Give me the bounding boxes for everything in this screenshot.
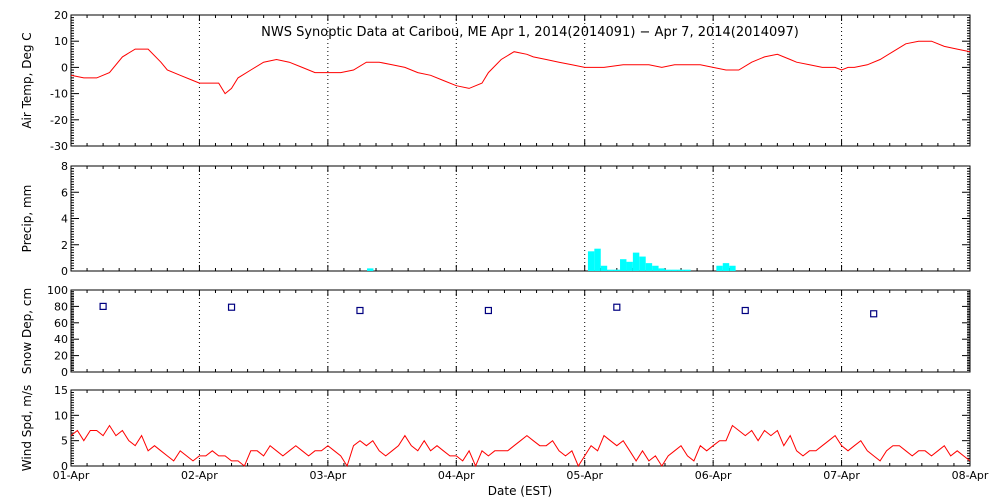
- wind-speed-panel: 0 5 10 15 Wind Spd, m/s 01-Apr 02-Apr 03-Apr 04-…: [20, 384, 989, 482]
- precip-bar: [645, 263, 653, 271]
- precip-bar: [587, 251, 595, 271]
- precip-bar: [658, 268, 665, 271]
- snow-depth-panel: 0 20 40 60 80 100 Snow Dep, cm: [20, 284, 971, 379]
- precip-bar: [613, 269, 621, 271]
- precip-bar: [594, 248, 601, 271]
- precip-bar: [607, 269, 614, 271]
- x-tick-label: 02-Apr: [181, 469, 218, 482]
- snow-depth-y-tick-label: 60: [54, 317, 68, 330]
- precip-panel: 0 2 4 6 8 Precip, mm: [20, 160, 971, 278]
- precip-y-tick-label: 2: [61, 239, 68, 252]
- precip-bar: [620, 259, 627, 271]
- precip-y-tick-label: 0: [61, 265, 68, 278]
- precip-bar: [664, 269, 672, 271]
- air-temp-y-tick-label: 20: [54, 9, 68, 22]
- precip-y-tick-label: 4: [61, 213, 68, 226]
- precip-bar: [677, 269, 685, 271]
- x-tick-label: 07-Apr: [823, 469, 860, 482]
- precip-y-label: Precip, mm: [20, 185, 34, 253]
- wind-speed-y-label: Wind Spd, m/s: [20, 385, 34, 471]
- snow-depth-point: [484, 306, 492, 315]
- precip-y-tick-label: 6: [61, 186, 68, 199]
- snow-depth-y-tick-label: 80: [54, 300, 68, 313]
- precip-bar: [671, 269, 678, 271]
- wind-speed-frame: [70, 389, 971, 467]
- precip-bar: [722, 263, 730, 271]
- wind-speed-series-line: [70, 424, 971, 468]
- x-tick-label: 01-Apr: [53, 469, 90, 482]
- precip-y-tick-label: 8: [61, 160, 68, 173]
- precip-bar: [632, 252, 640, 271]
- x-tick-label: 03-Apr: [309, 469, 346, 482]
- precip-bar: [652, 265, 659, 271]
- x-tick-label: 08-Apr: [952, 469, 989, 482]
- snow-depth-point: [741, 306, 749, 315]
- precip-bar: [626, 261, 633, 271]
- wind-speed-y-tick-label: 10: [54, 409, 68, 422]
- precip-bar: [684, 269, 691, 271]
- precip-bar: [729, 265, 736, 271]
- air-temp-y-tick-label: -30: [50, 140, 68, 153]
- air-temp-panel: -30 -20 -10 0 10 20 Air Temp, Deg C: [20, 9, 971, 153]
- air-temp-y-tick-label: -10: [50, 88, 68, 101]
- air-temp-series-line: [70, 40, 971, 95]
- air-temp-y-tick-label: -20: [50, 114, 68, 127]
- snow-depth-y-tick-label: 0: [61, 366, 68, 379]
- snow-depth-y-tick-label: 40: [54, 333, 68, 346]
- precip-frame: [70, 165, 971, 272]
- snow-depth-y-tick-label: 20: [54, 350, 68, 363]
- x-tick-label: 05-Apr: [566, 469, 603, 482]
- precip-bar: [367, 268, 374, 271]
- precip-bar: [716, 265, 723, 271]
- snow-depth-point: [870, 310, 878, 318]
- air-temp-y-label: Air Temp, Deg C: [20, 32, 34, 128]
- precip-bar: [639, 256, 646, 271]
- wind-speed-y-tick-label: 5: [61, 435, 68, 448]
- precip-bar: [600, 265, 608, 271]
- air-temp-y-tick-label: 0: [61, 61, 68, 74]
- wind-speed-y-tick-label: 15: [54, 384, 68, 397]
- figure-title: NWS Synoptic Data at Caribou, ME Apr 1, …: [261, 25, 799, 40]
- snow-depth-y-tick-label: 100: [47, 284, 68, 297]
- x-tick-label: 06-Apr: [695, 469, 732, 482]
- wind-speed-y-tick-label: 0: [61, 460, 68, 473]
- snow-depth-y-label: Snow Dep, cm: [20, 288, 34, 374]
- x-axis-label: Date (EST): [488, 484, 552, 498]
- snow-depth-frame: [70, 289, 971, 373]
- chart-panels: -30 -20 -10 0 10 20 Air Temp, Deg C 0 2 4 6 8 Precip…: [20, 9, 989, 482]
- x-tick-label: 04-Apr: [438, 469, 475, 482]
- snow-depth-point: [99, 302, 107, 310]
- snow-depth-point: [356, 306, 364, 315]
- air-temp-y-tick-label: 10: [54, 35, 68, 48]
- snow-depth-point: [227, 303, 236, 311]
- snow-depth-point: [613, 303, 621, 311]
